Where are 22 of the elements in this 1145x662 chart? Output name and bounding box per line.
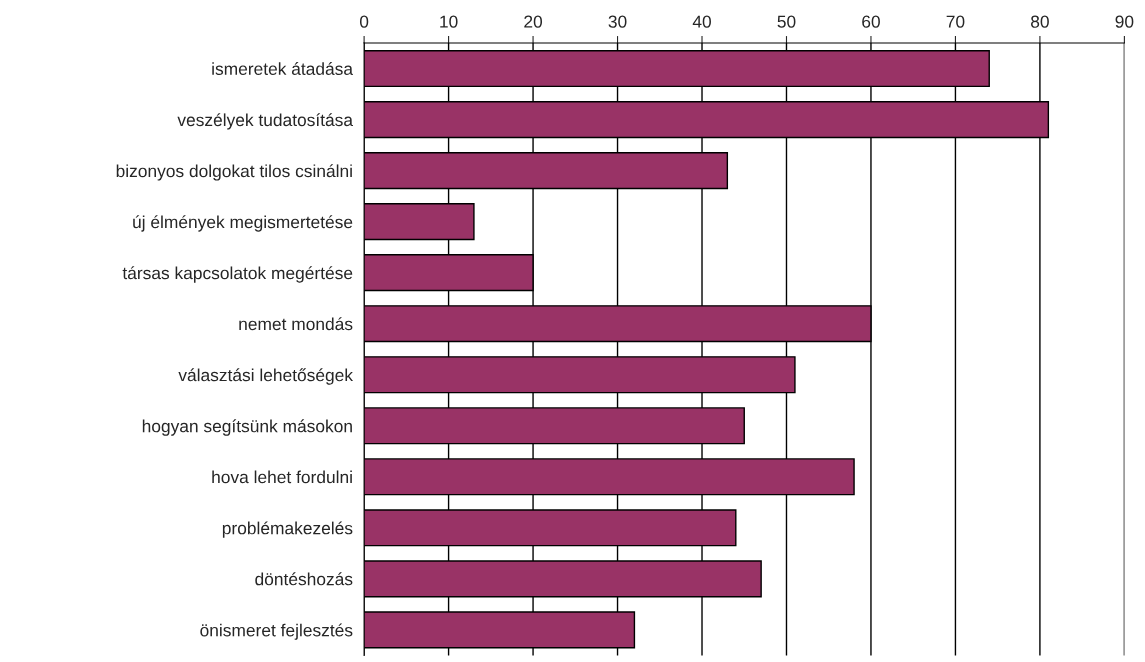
y-tick-label: bizonyos dolgokat tilos csinálni <box>116 164 352 181</box>
y-tick-label: hogyan segítsünk másokon <box>142 419 352 436</box>
y-tick-label: döntéshozás <box>255 572 353 586</box>
x-tick-label: 0 <box>359 15 369 28</box>
x-tick-label: 80 <box>1031 15 1049 28</box>
x-tick-label: 90 <box>1115 15 1134 28</box>
y-tick-label: veszélyek tudatosítása <box>177 113 354 130</box>
x-tick-label: 10 <box>440 15 458 28</box>
x-tick-label: 20 <box>524 15 543 28</box>
x-tick-label: 70 <box>946 15 965 28</box>
y-tick-label: nemet mondás <box>239 317 353 331</box>
y-tick-label: önismeret fejlesztés <box>200 623 353 640</box>
x-tick-label: 40 <box>692 15 711 28</box>
y-tick-label: problémakezelés <box>222 521 353 538</box>
y-tick-label: ismeretek átadása <box>212 62 354 76</box>
y-tick-label: választási lehetőségek <box>178 368 354 385</box>
x-tick-label: 60 <box>862 15 880 28</box>
y-tick-label: hova lehet fordulni <box>212 470 352 484</box>
y-tick-label: új élmények megismertetése <box>133 215 353 232</box>
x-tick-label: 30 <box>608 15 627 28</box>
x-tick-label: 50 <box>777 15 796 28</box>
y-tick-label: társas kapcsolatok megértése <box>122 266 353 283</box>
